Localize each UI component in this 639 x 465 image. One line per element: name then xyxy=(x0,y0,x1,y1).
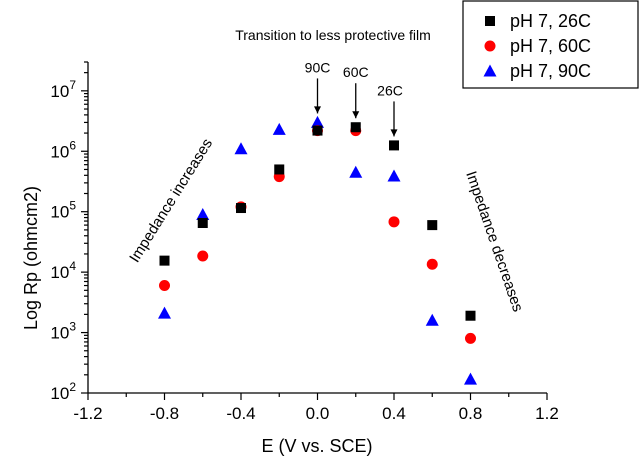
impedance-increases-annotation: Impedance increases xyxy=(126,136,216,266)
data-point-square xyxy=(274,164,285,175)
data-point-circle xyxy=(388,216,400,228)
arrow-head xyxy=(390,129,398,137)
legend-label: pH 7, 60C xyxy=(510,36,591,56)
data-point-triangle xyxy=(311,115,324,128)
data-point-square xyxy=(465,310,476,321)
series-triangle xyxy=(158,115,477,385)
x-tick-label: 0.0 xyxy=(306,404,330,423)
data-point-triangle xyxy=(349,165,363,178)
data-point-circle xyxy=(197,250,209,262)
x-tick-label: 1.2 xyxy=(535,404,559,423)
legend-label: pH 7, 26C xyxy=(510,11,591,31)
x-tick-label: -1.2 xyxy=(73,404,102,423)
data-point-triangle xyxy=(196,207,210,220)
legend-marker-triangle xyxy=(483,64,497,77)
x-tick-label: -0.4 xyxy=(226,404,255,423)
data-point-square xyxy=(236,203,246,214)
legend: pH 7, 26C pH 7, 60C pH 7, 90C xyxy=(462,0,639,89)
data-point-circle xyxy=(465,332,476,344)
data-point-triangle xyxy=(272,122,286,135)
y-ticks: 102 103 104 105 106 107 xyxy=(50,61,88,403)
y-axis-title: Log Rp (ohmcm2) xyxy=(21,186,41,330)
transition-annotation: Transition to less protective film xyxy=(235,27,431,43)
impedance-decreases-annotation: Impedance decreases xyxy=(462,169,526,314)
y-tick-label: 105 xyxy=(50,199,76,222)
temperature-arrows: 90C 60C 26C xyxy=(305,59,403,137)
arrow-head xyxy=(352,111,360,119)
data-point-triangle xyxy=(464,372,477,385)
data-point-triangle xyxy=(158,306,171,319)
data-point-triangle xyxy=(425,313,439,326)
arrow-head xyxy=(314,106,321,114)
data-point-circle xyxy=(426,258,438,270)
arrow-label: 26C xyxy=(377,82,403,98)
data-point-square xyxy=(197,218,208,229)
data-point-square xyxy=(389,140,399,151)
y-tick-label: 102 xyxy=(50,380,76,403)
y-tick-label: 106 xyxy=(50,138,76,161)
data-points xyxy=(158,115,477,385)
arrow-label: 60C xyxy=(343,64,369,80)
x-tick-label: 0.4 xyxy=(382,404,406,423)
x-tick-label: -0.8 xyxy=(150,404,179,423)
legend-marker-circle xyxy=(484,40,496,52)
arrow-label: 90C xyxy=(305,59,331,75)
x-ticks: -1.2 -0.8 -0.4 0.0 0.4 0.8 1.2 xyxy=(73,393,559,423)
data-point-square xyxy=(350,122,361,133)
y-tick-label: 107 xyxy=(50,78,76,101)
data-point-square xyxy=(427,220,438,231)
legend-marker-square xyxy=(485,16,495,26)
data-point-triangle xyxy=(387,169,401,182)
x-axis-title: E (V vs. SCE) xyxy=(261,436,372,456)
legend-label: pH 7, 90C xyxy=(510,61,591,81)
y-tick-label: 103 xyxy=(50,320,76,343)
data-point-square xyxy=(159,255,170,266)
data-point-square xyxy=(312,125,323,136)
series-square xyxy=(159,122,476,321)
x-tick-label: 0.8 xyxy=(459,404,483,423)
data-point-circle xyxy=(159,280,170,292)
data-point-triangle xyxy=(234,142,248,155)
y-tick-label: 104 xyxy=(50,259,76,282)
